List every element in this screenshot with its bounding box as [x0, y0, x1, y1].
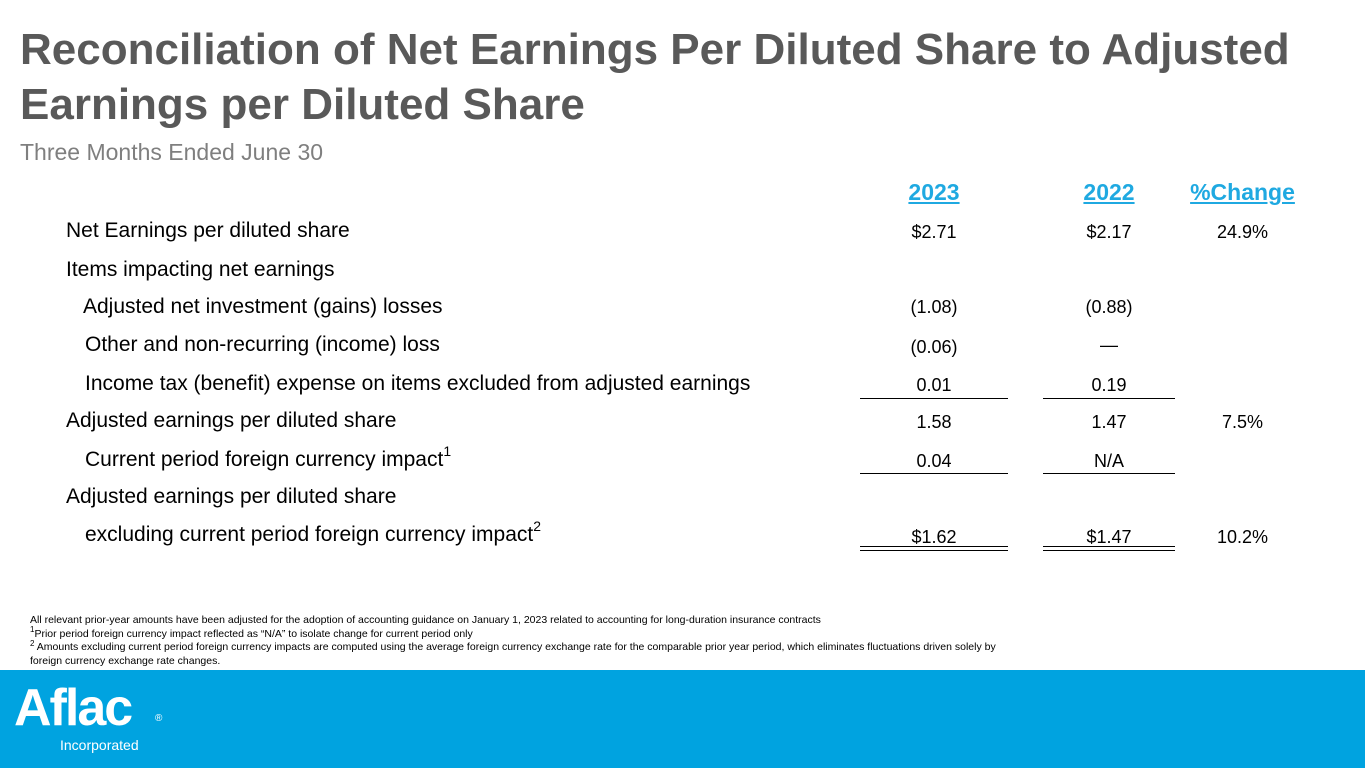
footnote-marker-1: 1 [443, 443, 452, 459]
footnote-marker-2: 2 [533, 518, 542, 534]
cell-2022-income-tax: 0.19 [1091, 375, 1127, 395]
cell-2022-adjusted-earnings: 1.47 [1091, 412, 1127, 432]
subtotal-rule-2022-fx [1043, 473, 1175, 474]
subtotal-rule-2023-fx [860, 473, 1008, 474]
row-label-other-nonrecurring: Other and non-recurring (income) loss [85, 333, 440, 356]
cell-change-adjusted-earnings: 7.5% [1221, 412, 1264, 432]
logo-tagline: Incorporated [60, 737, 139, 753]
total-double-rule-2022 [1043, 546, 1175, 551]
registered-mark: ® [155, 713, 163, 724]
cell-change-net-earnings: 24.9% [1216, 222, 1269, 242]
footnote-adoption: All relevant prior-year amounts have bee… [30, 614, 821, 626]
row-label-foreign-currency: Current period foreign currency impact1 [85, 443, 452, 471]
cell-2023-income-tax: 0.01 [916, 375, 952, 395]
footnote-1: 1Prior period foreign currency impact re… [30, 625, 473, 640]
cell-2023-adjusted-ex-fx: $1.62 [911, 527, 957, 547]
total-double-rule-2023 [860, 546, 1008, 551]
cell-2022-other-nonrecurring: — [1100, 335, 1118, 355]
aflac-logo: Aflac ® Incorporated [14, 679, 162, 753]
row-label-adjusted-earnings: Adjusted earnings per diluted share [66, 409, 397, 432]
page-title: Reconciliation of Net Earnings Per Dilut… [20, 25, 1290, 129]
cell-change-adjusted-ex-fx: 10.2% [1216, 527, 1269, 547]
cell-2023-other-nonrecurring: (0.06) [910, 337, 958, 357]
cell-2022-foreign-currency: N/A [1093, 451, 1124, 471]
cell-2023-net-earnings: $2.71 [911, 222, 957, 242]
row-label-investment-gains: Adjusted net investment (gains) losses [83, 295, 443, 318]
page-subtitle: Three Months Ended June 30 [20, 139, 324, 165]
row-label-adjusted-earnings-ex-fx-line1: Adjusted earnings per diluted share [66, 485, 397, 508]
logo-wordmark: Aflac [14, 679, 133, 737]
cell-2022-investment-gains: (0.88) [1085, 297, 1133, 317]
row-label-net-earnings: Net Earnings per diluted share [66, 219, 350, 242]
cell-2023-adjusted-earnings: 1.58 [916, 412, 952, 432]
cell-2023-investment-gains: (1.08) [910, 297, 958, 317]
cell-2022-adjusted-ex-fx: $1.47 [1086, 527, 1132, 547]
column-header-2022: 2022 [1083, 179, 1135, 205]
cell-2023-foreign-currency: 0.04 [916, 451, 952, 471]
subtotal-rule-2023 [860, 398, 1008, 399]
row-label-adjusted-earnings-ex-fx-line2: excluding current period foreign currenc… [85, 518, 542, 546]
footnotes: All relevant prior-year amounts have bee… [30, 614, 1010, 668]
column-header-2023: 2023 [908, 179, 960, 205]
row-label-items-impacting: Items impacting net earnings [66, 258, 335, 281]
subtotal-rule-2022 [1043, 398, 1175, 399]
footnote-2: 2 Amounts excluding current period forei… [30, 638, 996, 667]
cell-2022-net-earnings: $2.17 [1086, 222, 1132, 242]
footer-band [0, 670, 1365, 768]
row-label-income-tax: Income tax (benefit) expense on items ex… [85, 372, 751, 395]
column-header-change: %Change [1190, 179, 1295, 205]
